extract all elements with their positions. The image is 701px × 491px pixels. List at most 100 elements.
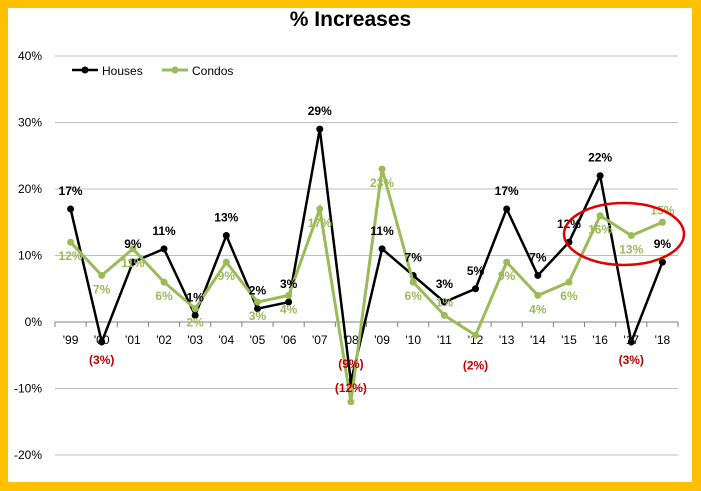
data-point-condos (503, 258, 511, 266)
data-label-houses: 12% (557, 217, 581, 231)
data-label-condos: 11% (121, 256, 145, 270)
data-label-condos: 6% (560, 289, 578, 303)
y-tick-label: 20% (18, 182, 42, 196)
highlight-ellipse (562, 201, 686, 267)
y-tick-label: 40% (18, 49, 42, 63)
y-tick-label: 30% (18, 116, 42, 130)
data-point-houses (316, 125, 324, 133)
data-label-houses: 11% (370, 224, 394, 238)
data-point-condos (67, 238, 75, 246)
data-label-houses: 1% (187, 290, 205, 304)
chart-title: % Increases (289, 8, 412, 31)
data-label-condos: 2% (187, 316, 205, 330)
x-tick-label: '11 (437, 333, 452, 347)
data-point-condos (409, 278, 417, 286)
data-point-condos (378, 165, 386, 173)
x-tick-label: '04 (219, 333, 235, 347)
data-point-condos (565, 278, 573, 286)
data-point-condos (98, 271, 106, 279)
data-label-condos: 9% (218, 269, 236, 283)
data-label-houses: 17% (59, 184, 83, 198)
x-tick-label: '16 (592, 333, 608, 347)
data-label-condos: 6% (155, 289, 173, 303)
data-label-houses: 5% (467, 264, 485, 278)
data-label-condos: 1% (436, 295, 454, 309)
x-tick-label: '15 (561, 333, 577, 347)
data-label-houses: 7% (529, 250, 547, 264)
data-point-houses (472, 285, 480, 293)
y-tick-label: 0% (25, 315, 43, 329)
legend-marker-houses (81, 66, 89, 74)
x-tick-label: '09 (374, 333, 390, 347)
data-label-houses: 17% (495, 184, 519, 198)
data-label-condos: (12%) (335, 381, 367, 395)
data-label-houses: 29% (308, 104, 332, 118)
data-point-houses (534, 271, 542, 279)
data-point-condos (222, 258, 230, 266)
data-label-condos: 17% (308, 216, 332, 230)
x-tick-label: '05 (250, 333, 266, 347)
data-label-houses: 3% (436, 277, 454, 291)
data-label-condos: 13% (619, 243, 643, 257)
data-label-houses: 11% (152, 224, 176, 238)
data-label-condos: 16% (588, 223, 612, 237)
data-label-houses: (3%) (619, 353, 644, 367)
data-label-houses: (3%) (89, 353, 114, 367)
x-tick-label: '12 (468, 333, 484, 347)
series-line-condos (69, 168, 664, 403)
data-point-houses (658, 258, 666, 266)
x-tick-label: '02 (156, 333, 172, 347)
data-point-condos (347, 398, 355, 406)
data-point-condos (160, 278, 168, 286)
x-tick-label: '14 (530, 333, 546, 347)
x-tick-label: '18 (655, 333, 671, 347)
data-point-condos (285, 291, 293, 299)
data-label-houses: 9% (654, 237, 672, 251)
data-point-houses (160, 245, 168, 253)
data-point-houses (222, 232, 230, 240)
data-label-houses: 22% (588, 151, 612, 165)
data-label-houses: 3% (280, 277, 298, 291)
data-label-condos: 23% (370, 176, 394, 190)
data-label-houses: 9% (124, 237, 142, 251)
data-point-houses (503, 205, 511, 213)
legend-label-houses: Houses (102, 64, 143, 78)
data-point-houses (285, 298, 293, 306)
data-label-condos: 9% (498, 269, 516, 283)
x-tick-label: '06 (281, 333, 297, 347)
data-label-condos: 3% (249, 309, 267, 323)
data-point-condos (596, 212, 604, 220)
data-point-houses (378, 245, 386, 253)
data-label-houses: (9%) (338, 357, 363, 371)
y-tick-label: 10% (18, 249, 42, 263)
data-point-condos (658, 218, 666, 226)
data-label-condos: 12% (59, 249, 83, 263)
legend-marker-condos (171, 66, 179, 74)
data-label-houses: 2% (249, 284, 267, 298)
data-label-houses: 13% (214, 211, 238, 225)
y-tick-label: -20% (14, 448, 42, 462)
data-point-houses (627, 338, 635, 346)
data-point-houses (440, 298, 448, 306)
x-tick-label: '01 (125, 333, 141, 347)
x-tick-label: '99 (63, 333, 79, 347)
data-point-condos (253, 298, 261, 306)
data-point-houses (98, 338, 106, 346)
data-point-houses (191, 311, 199, 319)
x-tick-label: '13 (499, 333, 515, 347)
x-tick-label: '10 (405, 333, 421, 347)
legend-label-condos: Condos (192, 64, 233, 78)
data-label-condos: 6% (405, 289, 423, 303)
data-label-condos: (2%) (463, 358, 488, 372)
x-tick-label: '07 (312, 333, 328, 347)
data-point-condos (129, 245, 137, 253)
data-label-houses: 7% (405, 250, 423, 264)
data-point-houses (129, 258, 137, 266)
data-point-houses (596, 172, 604, 180)
data-point-condos (440, 311, 448, 319)
series-line-houses (69, 128, 664, 383)
y-tick-label: -10% (14, 382, 42, 396)
x-tick-label: '03 (187, 333, 203, 347)
data-label-condos: 4% (529, 302, 547, 316)
